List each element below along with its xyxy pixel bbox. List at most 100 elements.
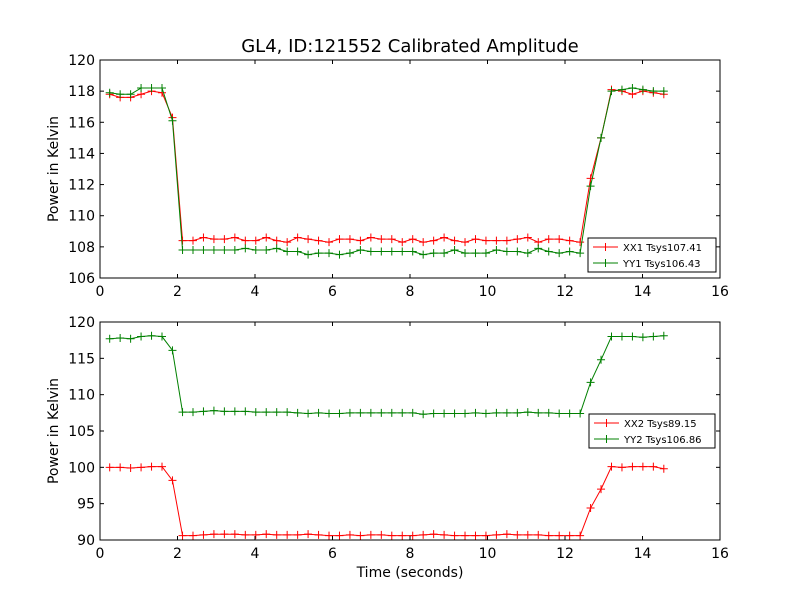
data-point: [304, 250, 313, 259]
legend-marker: [602, 419, 611, 427]
data-point: [544, 408, 553, 417]
data-point: [209, 235, 218, 244]
series-line-2: [109, 335, 664, 415]
data-point: [209, 406, 218, 415]
y-axis-label: Power in Kelvin: [46, 116, 62, 222]
data-point: [230, 233, 239, 242]
y-axis-label: Power in Kelvin: [46, 378, 62, 484]
x-tick-label: 12: [556, 284, 574, 300]
data-point: [659, 331, 668, 340]
data-point: [492, 236, 501, 245]
data-point: [429, 236, 438, 245]
data-point: [659, 87, 668, 96]
data-point: [345, 235, 354, 244]
data-point: [158, 84, 166, 93]
data-point: [325, 238, 334, 247]
data-point: [628, 332, 637, 341]
data-point: [293, 408, 302, 417]
data-point: [576, 249, 585, 258]
data-point: [220, 407, 229, 416]
legend: XX2 Tsys89.15 YY2 Tsys106.86: [588, 413, 716, 449]
data-point: [513, 530, 522, 539]
data-point: [345, 408, 354, 417]
data-point: [366, 233, 375, 242]
data-point: [555, 409, 564, 418]
data-point: [471, 235, 480, 244]
data-point: [377, 530, 386, 539]
data-point: [523, 249, 532, 258]
legend-marker: [602, 435, 611, 443]
data-point: [105, 463, 114, 472]
x-tick-label: 2: [173, 284, 182, 300]
data-point: [638, 85, 647, 94]
data-point: [168, 346, 177, 355]
data-point: [534, 530, 543, 539]
data-point: [199, 530, 208, 539]
data-point: [398, 408, 407, 417]
data-point: [178, 531, 187, 540]
data-point: [345, 249, 354, 258]
data-point: [513, 247, 522, 256]
data-point: [450, 409, 459, 418]
data-point: [283, 408, 292, 417]
data-point: [105, 88, 114, 97]
data-point: [293, 530, 302, 539]
y-tick-label: 90: [77, 533, 95, 549]
legend-marker: [601, 259, 610, 267]
y-tick-label: 114: [68, 146, 95, 162]
data-point: [419, 250, 428, 259]
data-point: [314, 408, 323, 417]
data-point: [178, 245, 187, 254]
x-tick-label: 14: [634, 284, 652, 300]
y-tick-label: 115: [68, 351, 95, 367]
data-point: [471, 249, 480, 258]
data-point: [450, 245, 459, 254]
data-point: [241, 236, 250, 245]
data-point: [116, 90, 125, 99]
data-point: [440, 249, 449, 258]
data-point: [429, 249, 438, 258]
data-point: [105, 334, 114, 343]
data-point: [461, 249, 470, 258]
x-tick-label: 0: [96, 546, 105, 562]
data-point: [576, 238, 585, 247]
series-line-1: [109, 89, 664, 243]
legend-entry: XX2 Tsys89.15: [624, 419, 697, 430]
x-tick-label: 2: [173, 546, 182, 562]
data-point: [304, 530, 313, 539]
data-point: [314, 249, 323, 258]
data-point: [189, 236, 197, 245]
y-tick-label: 106: [68, 271, 95, 287]
data-point: [189, 245, 197, 254]
x-tick-label: 4: [251, 546, 260, 562]
data-point: [628, 462, 637, 471]
data-point: [523, 233, 532, 242]
series-line-1: [109, 466, 664, 537]
data-point: [272, 530, 281, 539]
data-point: [314, 530, 323, 539]
data-point: [481, 236, 490, 245]
x-tick-label: 6: [328, 284, 337, 300]
data-point: [335, 531, 344, 540]
data-point: [366, 530, 375, 539]
data-point: [116, 463, 125, 472]
data-point: [398, 531, 407, 540]
data-point: [398, 238, 407, 247]
data-point: [178, 408, 187, 417]
data-point: [335, 409, 344, 418]
legend-box: [588, 413, 716, 449]
data-point: [272, 408, 281, 417]
y-tick-label: 100: [68, 460, 95, 476]
data-point: [408, 408, 417, 417]
data-point: [607, 462, 616, 471]
data-point: [283, 530, 292, 539]
data-point: [534, 244, 543, 253]
data-point: [461, 409, 470, 418]
x-tick-label: 4: [251, 284, 260, 300]
data-point: [617, 332, 626, 341]
data-point: [597, 485, 606, 494]
data-point: [628, 84, 637, 93]
x-tick-label: 10: [479, 546, 497, 562]
chart-panel-1: GL4, ID:121552 Calibrated Amplitude 0 2 4 6 8…: [46, 36, 729, 300]
